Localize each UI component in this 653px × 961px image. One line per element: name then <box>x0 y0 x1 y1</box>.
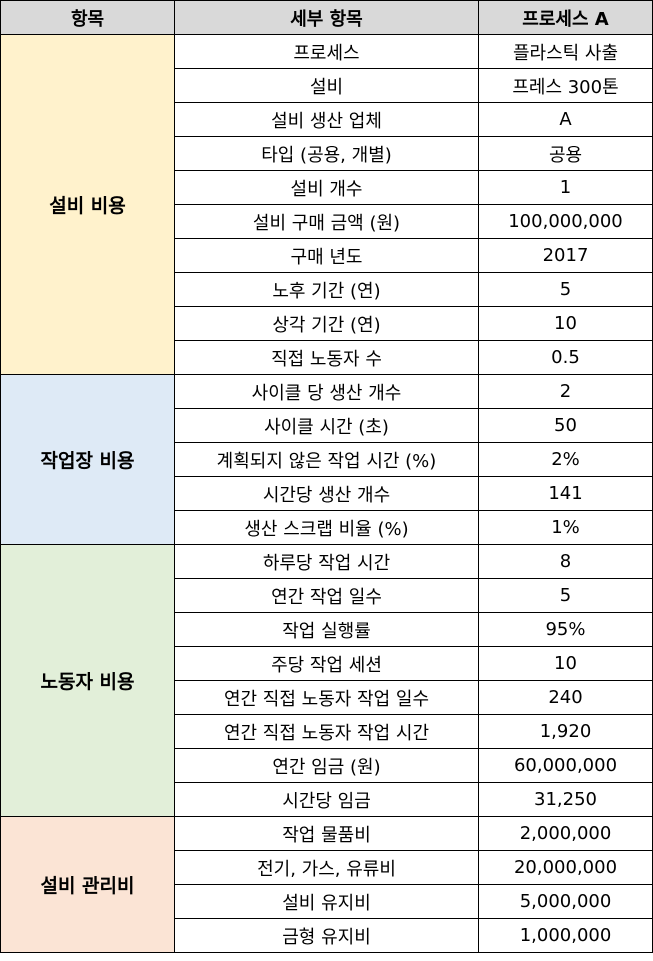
table-row: 구매 년도 2017 <box>1 238 653 273</box>
table-row: 노후 기간 (연) 5 <box>1 272 653 307</box>
table-row: 설비 개수 1 <box>1 170 653 205</box>
value-cell: 프레스 300톤 <box>478 68 653 103</box>
item-cell: 구매 년도 <box>174 238 479 273</box>
table-row: 설비 프레스 300톤 <box>1 68 653 103</box>
item-cell: 하루당 작업 시간 <box>174 544 479 579</box>
value-cell: A <box>478 102 653 137</box>
item-cell: 연간 작업 일수 <box>174 578 479 613</box>
value-cell: 100,000,000 <box>478 204 653 239</box>
item-cell: 전기, 가스, 유류비 <box>174 850 479 885</box>
table-row: 설비 구매 금액 (원) 100,000,000 <box>1 204 653 239</box>
table-row: 작업장 비용 사이클 당 생산 개수 2 <box>0 374 653 545</box>
item-cell: 사이클 당 생산 개수 <box>174 374 479 409</box>
item-cell: 사이클 시간 (초) <box>174 408 479 443</box>
table-row: 연간 임금 (원) 60,000,000 <box>1 748 653 783</box>
table-row: 타입 (공용, 개별) 공용 <box>1 136 653 171</box>
table-row: 전기, 가스, 유류비 20,000,000 <box>1 850 653 885</box>
value-cell: 8 <box>478 544 653 579</box>
item-cell: 노후 기간 (연) <box>174 272 479 307</box>
table-body: 설비 비용 프로세스 플라스틱 사출 설비 프레스 300톤 설비 생산 업체 A 타입 (공… <box>0 34 653 953</box>
table-row: 설비 비용 프로세스 플라스틱 사출 <box>0 34 653 375</box>
table-row: 직접 노동자 수 0.5 <box>1 340 653 375</box>
value-cell: 95% <box>478 612 653 647</box>
item-cell: 설비 개수 <box>174 170 479 205</box>
item-cell: 연간 임금 (원) <box>174 748 479 783</box>
item-cell: 금형 유지비 <box>174 918 479 953</box>
category-cell: 작업장 비용 <box>0 374 175 545</box>
category-cell: 설비 관리비 <box>0 816 175 953</box>
table-row: 시간당 임금 31,250 <box>1 782 653 817</box>
item-cell: 직접 노동자 수 <box>174 340 479 375</box>
item-cell: 설비 생산 업체 <box>174 102 479 137</box>
table-row: 설비 관리비 작업 물품비 2,000,000 <box>0 816 653 953</box>
item-cell: 설비 구매 금액 (원) <box>174 204 479 239</box>
table-row: 계획되지 않은 작업 시간 (%) 2% <box>1 442 653 477</box>
item-cell: 프로세스 <box>174 34 479 69</box>
header-process-a: 프로세스 A <box>478 0 653 35</box>
value-cell: 2% <box>478 442 653 477</box>
value-cell: 1,920 <box>478 714 653 749</box>
value-cell: 60,000,000 <box>478 748 653 783</box>
value-cell: 141 <box>478 476 653 511</box>
header-category: 항목 <box>0 0 175 35</box>
header-row: 항목 세부 항목 프로세스 A <box>0 0 653 35</box>
value-cell: 5 <box>478 578 653 613</box>
value-cell: 10 <box>478 306 653 341</box>
item-cell: 연간 직접 노동자 작업 일수 <box>174 680 479 715</box>
value-cell: 50 <box>478 408 653 443</box>
value-cell: 5 <box>478 272 653 307</box>
header-item: 세부 항목 <box>174 0 479 35</box>
value-cell: 플라스틱 사출 <box>478 34 653 69</box>
value-cell: 10 <box>478 646 653 681</box>
item-cell: 연간 직접 노동자 작업 시간 <box>174 714 479 749</box>
value-cell: 5,000,000 <box>478 884 653 919</box>
table-row: 노동자 비용 하루당 작업 시간 8 <box>0 544 653 817</box>
item-cell: 시간당 임금 <box>174 782 479 817</box>
item-cell: 작업 실행률 <box>174 612 479 647</box>
item-cell: 생산 스크랩 비율 (%) <box>174 510 479 545</box>
value-cell: 0.5 <box>478 340 653 375</box>
table-row: 주당 작업 세션 10 <box>1 646 653 681</box>
item-cell: 상각 기간 (연) <box>174 306 479 341</box>
value-cell: 2017 <box>478 238 653 273</box>
table-row: 사이클 시간 (초) 50 <box>1 408 653 443</box>
category-cell: 설비 비용 <box>0 34 175 375</box>
value-cell: 1 <box>478 170 653 205</box>
value-cell: 2,000,000 <box>478 816 653 851</box>
value-cell: 31,250 <box>478 782 653 817</box>
category-cell: 노동자 비용 <box>0 544 175 817</box>
value-cell: 1% <box>478 510 653 545</box>
item-cell: 주당 작업 세션 <box>174 646 479 681</box>
table-row: 연간 작업 일수 5 <box>1 578 653 613</box>
table-row: 연간 직접 노동자 작업 일수 240 <box>1 680 653 715</box>
value-cell: 1,000,000 <box>478 918 653 953</box>
value-cell: 240 <box>478 680 653 715</box>
table-row: 금형 유지비 1,000,000 <box>1 918 653 953</box>
item-cell: 타입 (공용, 개별) <box>174 136 479 171</box>
item-cell: 설비 <box>174 68 479 103</box>
item-cell: 시간당 생산 개수 <box>174 476 479 511</box>
value-cell: 공용 <box>478 136 653 171</box>
table-row: 시간당 생산 개수 141 <box>1 476 653 511</box>
item-cell: 작업 물품비 <box>174 816 479 851</box>
table-row: 설비 유지비 5,000,000 <box>1 884 653 919</box>
table-row: 연간 직접 노동자 작업 시간 1,920 <box>1 714 653 749</box>
item-cell: 계획되지 않은 작업 시간 (%) <box>174 442 479 477</box>
value-cell: 20,000,000 <box>478 850 653 885</box>
table-row: 설비 생산 업체 A <box>1 102 653 137</box>
item-cell: 설비 유지비 <box>174 884 479 919</box>
table-row: 상각 기간 (연) 10 <box>1 306 653 341</box>
value-cell: 2 <box>478 374 653 409</box>
